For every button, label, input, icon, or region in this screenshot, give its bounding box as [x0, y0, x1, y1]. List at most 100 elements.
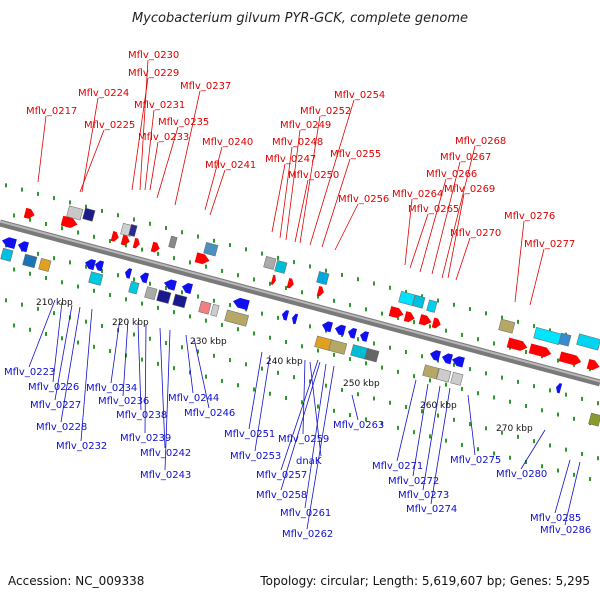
- track-dot: [533, 324, 535, 329]
- gene-box: [576, 333, 600, 351]
- gene-box: [0, 247, 14, 262]
- gene-box: [88, 271, 104, 286]
- track-dot: [461, 332, 463, 337]
- leader-line: [193, 337, 210, 409]
- track-dot: [29, 327, 31, 332]
- leader-line: [412, 383, 429, 477]
- gene-box: [274, 259, 288, 274]
- gene-label-top: Mflv_0248: [272, 137, 323, 148]
- track-dot: [229, 303, 231, 308]
- gene-label-bottom: Mflv_0234: [86, 383, 137, 394]
- gene-arrow: [282, 310, 290, 321]
- gene-label-bottom: Mflv_0236: [98, 396, 149, 407]
- track-dot: [341, 387, 343, 392]
- leader-line: [514, 220, 525, 303]
- track-dot: [301, 290, 303, 295]
- track-dot: [157, 361, 159, 366]
- track-dot: [125, 243, 127, 248]
- track-dot: [253, 277, 255, 282]
- gene-box: [328, 339, 348, 355]
- track-dot: [133, 277, 135, 282]
- track-dot: [445, 328, 447, 333]
- gene-arrow: [586, 358, 600, 371]
- track-dot: [237, 327, 239, 332]
- track-dot: [157, 305, 159, 310]
- gene-label-top: Mflv_0237: [180, 81, 231, 92]
- track-dot: [69, 260, 71, 265]
- gene-label-bottom: Mflv_0251: [224, 429, 275, 440]
- leader-line: [54, 304, 73, 401]
- gene-label-bottom: Mflv_0280: [496, 469, 547, 480]
- gene-arrow: [110, 231, 119, 242]
- gene-box: [498, 318, 516, 334]
- track-dot: [109, 293, 111, 298]
- track-dot: [21, 187, 23, 192]
- track-dot: [349, 413, 351, 418]
- gene-label-top: Mflv_0230: [128, 50, 179, 61]
- track-dot: [93, 344, 95, 349]
- gene-label-bottom: Mflv_0274: [406, 504, 457, 515]
- track-dot: [85, 204, 87, 209]
- gene-box: [144, 286, 158, 301]
- track-dot: [557, 412, 559, 417]
- gene-label-bottom: Mflv_0272: [388, 476, 439, 487]
- track-dot: [53, 196, 55, 201]
- track-dot: [501, 375, 503, 380]
- leader-line: [137, 321, 142, 411]
- leader-line: [441, 145, 476, 279]
- gene-arrow: [125, 268, 133, 279]
- track-dot: [205, 374, 207, 379]
- track-dot: [45, 332, 47, 336]
- track-dot: [157, 251, 159, 256]
- leader-line: [60, 306, 81, 423]
- track-dot: [477, 391, 479, 396]
- gene-arrow: [233, 297, 250, 311]
- track-dot: [277, 255, 279, 260]
- track-dot: [453, 417, 455, 422]
- track-dot: [101, 268, 103, 273]
- gene-box: [422, 364, 440, 380]
- leader-line: [131, 77, 149, 191]
- leader-line: [321, 158, 351, 248]
- gene-arrow: [2, 237, 17, 249]
- track-dot: [389, 400, 391, 405]
- leader-line: [271, 163, 286, 233]
- gene-box: [316, 271, 330, 286]
- gene-label-top: Mflv_0255: [330, 149, 381, 160]
- gene-label-top: Mflv_0264: [392, 189, 443, 200]
- track-dot: [5, 298, 7, 303]
- leader-line: [37, 115, 47, 183]
- track-dot: [229, 358, 231, 363]
- gene-label-bottom: Mflv_0286: [540, 525, 591, 536]
- track-dot: [221, 322, 223, 327]
- track-dot: [77, 230, 79, 235]
- track-dot: [389, 285, 391, 290]
- gene-arrow: [132, 237, 140, 249]
- track-dot: [333, 298, 335, 303]
- track-dot: [501, 430, 503, 435]
- track-dot: [573, 472, 575, 477]
- track-dot: [197, 294, 199, 299]
- track-dot: [253, 387, 255, 392]
- gene-label-bottom: Mflv_0239: [120, 433, 171, 444]
- track-dot: [421, 354, 423, 359]
- gene-arrow: [140, 272, 150, 284]
- track-dot: [141, 357, 143, 362]
- leader-line: [309, 99, 355, 246]
- track-dot: [149, 221, 151, 226]
- gene-label-bottom: Mflv_0285: [530, 513, 581, 524]
- gene-features: [0, 205, 600, 427]
- scale-tick-label: 270 kbp: [496, 424, 533, 434]
- gene-arrow: [120, 234, 130, 246]
- track-dot: [45, 276, 47, 280]
- track-dot: [261, 366, 263, 371]
- track-dot: [413, 430, 415, 435]
- leader-line: [144, 109, 155, 191]
- track-dot: [173, 310, 175, 315]
- track-dot: [13, 267, 15, 272]
- gene-label-top: Mflv_0277: [524, 239, 575, 250]
- leader-line: [294, 179, 309, 243]
- gene-arrow: [360, 331, 370, 342]
- track-dot: [437, 298, 439, 303]
- track-dot: [77, 340, 79, 345]
